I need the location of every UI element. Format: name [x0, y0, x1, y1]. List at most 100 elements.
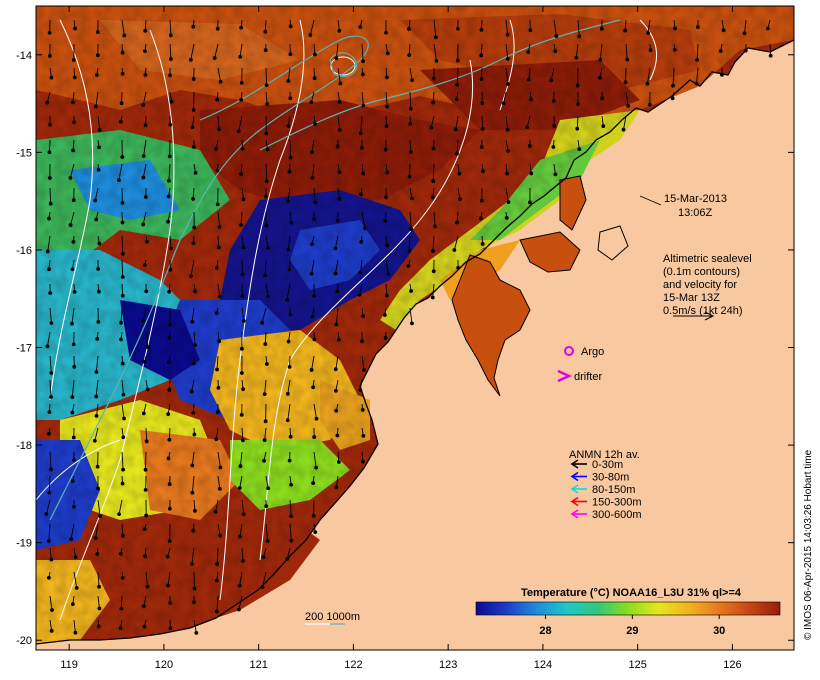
velocity-arrow-head — [71, 240, 76, 244]
altimetry-line: (0.1m contours) — [663, 266, 740, 278]
velocity-arrow — [48, 139, 51, 153]
velocity-arrow-head — [120, 481, 125, 486]
velocity-arrow-head — [145, 387, 150, 392]
velocity-arrow-head — [98, 514, 103, 519]
velocity-arrow-head — [501, 101, 506, 106]
velocity-arrow-head — [337, 196, 342, 201]
velocity-arrow-head — [383, 336, 388, 340]
velocity-arrow-head — [72, 75, 77, 80]
velocity-arrow — [97, 571, 100, 587]
velocity-arrow-head — [598, 58, 603, 62]
velocity-arrow-head — [529, 171, 534, 176]
velocity-arrow-head — [314, 465, 319, 470]
velocity-arrow-head — [335, 289, 340, 294]
velocity-arrow-head — [240, 559, 245, 563]
velocity-arrow — [432, 163, 435, 182]
velocity-arrow — [241, 427, 244, 441]
colorbar-tick-label: 28 — [539, 625, 551, 637]
velocity-arrow — [337, 67, 341, 84]
y-tick-label: -17 — [16, 343, 32, 355]
velocity-arrow — [121, 379, 124, 395]
velocity-arrow-head — [505, 127, 510, 132]
velocity-arrow-head — [264, 504, 269, 509]
anmn-legend-label: 30-80m — [592, 472, 629, 484]
velocity-arrow-head — [47, 490, 52, 495]
velocity-arrow-head — [143, 72, 148, 77]
y-tick-label: -14 — [16, 50, 32, 62]
velocity-arrow — [217, 67, 221, 82]
velocity-arrow-head — [143, 28, 148, 33]
velocity-arrow-head — [285, 557, 290, 561]
velocity-arrow-head — [288, 434, 293, 439]
velocity-arrow — [385, 91, 388, 107]
velocity-arrow — [309, 19, 315, 36]
velocity-arrow-head — [169, 99, 174, 104]
velocity-arrow-head — [166, 412, 171, 416]
velocity-arrow — [505, 19, 509, 35]
velocity-arrow — [191, 379, 195, 392]
velocity-arrow-head — [551, 145, 556, 149]
velocity-arrow — [265, 67, 268, 86]
velocity-arrow-head — [335, 433, 340, 438]
velocity-arrow-head — [286, 339, 291, 344]
velocity-arrow — [287, 67, 291, 82]
velocity-arrow — [311, 139, 315, 153]
velocity-arrow-head — [309, 271, 314, 276]
velocity-arrow — [145, 331, 149, 348]
velocity-arrow-head — [121, 392, 126, 397]
velocity-arrow-head — [265, 539, 270, 543]
velocity-arrow-head — [215, 367, 219, 372]
velocity-arrow — [647, 19, 651, 34]
date-label: 15-Mar-2013 — [664, 193, 727, 205]
velocity-arrow — [241, 187, 244, 200]
velocity-arrow-head — [288, 312, 293, 317]
velocity-arrow-head — [48, 291, 53, 295]
velocity-arrow-head — [214, 147, 218, 151]
velocity-arrow-head — [334, 322, 339, 327]
velocity-arrow — [49, 379, 52, 398]
velocity-arrow-head — [94, 217, 99, 222]
anmn-legend-arrow-icon — [570, 484, 579, 494]
velocity-arrow — [169, 19, 172, 36]
velocity-arrow-head — [193, 170, 198, 175]
velocity-arrow — [505, 67, 509, 85]
velocity-arrow-head — [241, 512, 246, 517]
velocity-arrow-head — [357, 292, 362, 297]
velocity-arrow-head — [505, 171, 510, 176]
velocity-arrow-head — [265, 147, 270, 152]
velocity-arrow — [265, 475, 269, 489]
velocity-arrow — [49, 355, 52, 374]
velocity-arrow-head — [121, 251, 125, 256]
velocity-arrow — [313, 403, 317, 419]
velocity-arrow — [430, 115, 435, 128]
velocity-arrow-head — [575, 126, 580, 131]
velocity-arrow — [289, 499, 292, 517]
velocity-arrow-head — [167, 388, 172, 392]
velocity-arrow-head — [143, 467, 148, 472]
velocity-arrow-head — [48, 176, 52, 180]
velocity-arrow-head — [260, 585, 265, 590]
velocity-arrow — [95, 355, 99, 373]
velocity-arrow-head — [361, 72, 365, 77]
velocity-arrow — [311, 163, 315, 178]
velocity-arrow — [261, 307, 267, 323]
velocity-arrow-head — [94, 413, 99, 418]
velocity-arrow-head — [191, 77, 196, 81]
velocity-arrow-head — [141, 222, 146, 227]
velocity-arrow — [744, 19, 747, 34]
velocity-arrow-head — [189, 274, 193, 279]
velocity-arrow-head — [337, 128, 342, 132]
velocity-arrow — [287, 403, 291, 421]
velocity-arrow — [216, 355, 219, 370]
velocity-arrow-head — [264, 362, 269, 366]
velocity-arrow-head — [143, 195, 148, 199]
velocity-arrow — [217, 235, 220, 248]
velocity-arrow-head — [433, 35, 438, 40]
velocity-arrow — [216, 595, 219, 612]
velocity-arrow — [480, 43, 483, 56]
velocity-arrow — [289, 523, 292, 541]
velocity-arrow-head — [289, 220, 294, 225]
velocity-arrow-head — [264, 83, 269, 88]
velocity-arrow-head — [191, 410, 196, 415]
velocity-arrow — [311, 259, 315, 274]
